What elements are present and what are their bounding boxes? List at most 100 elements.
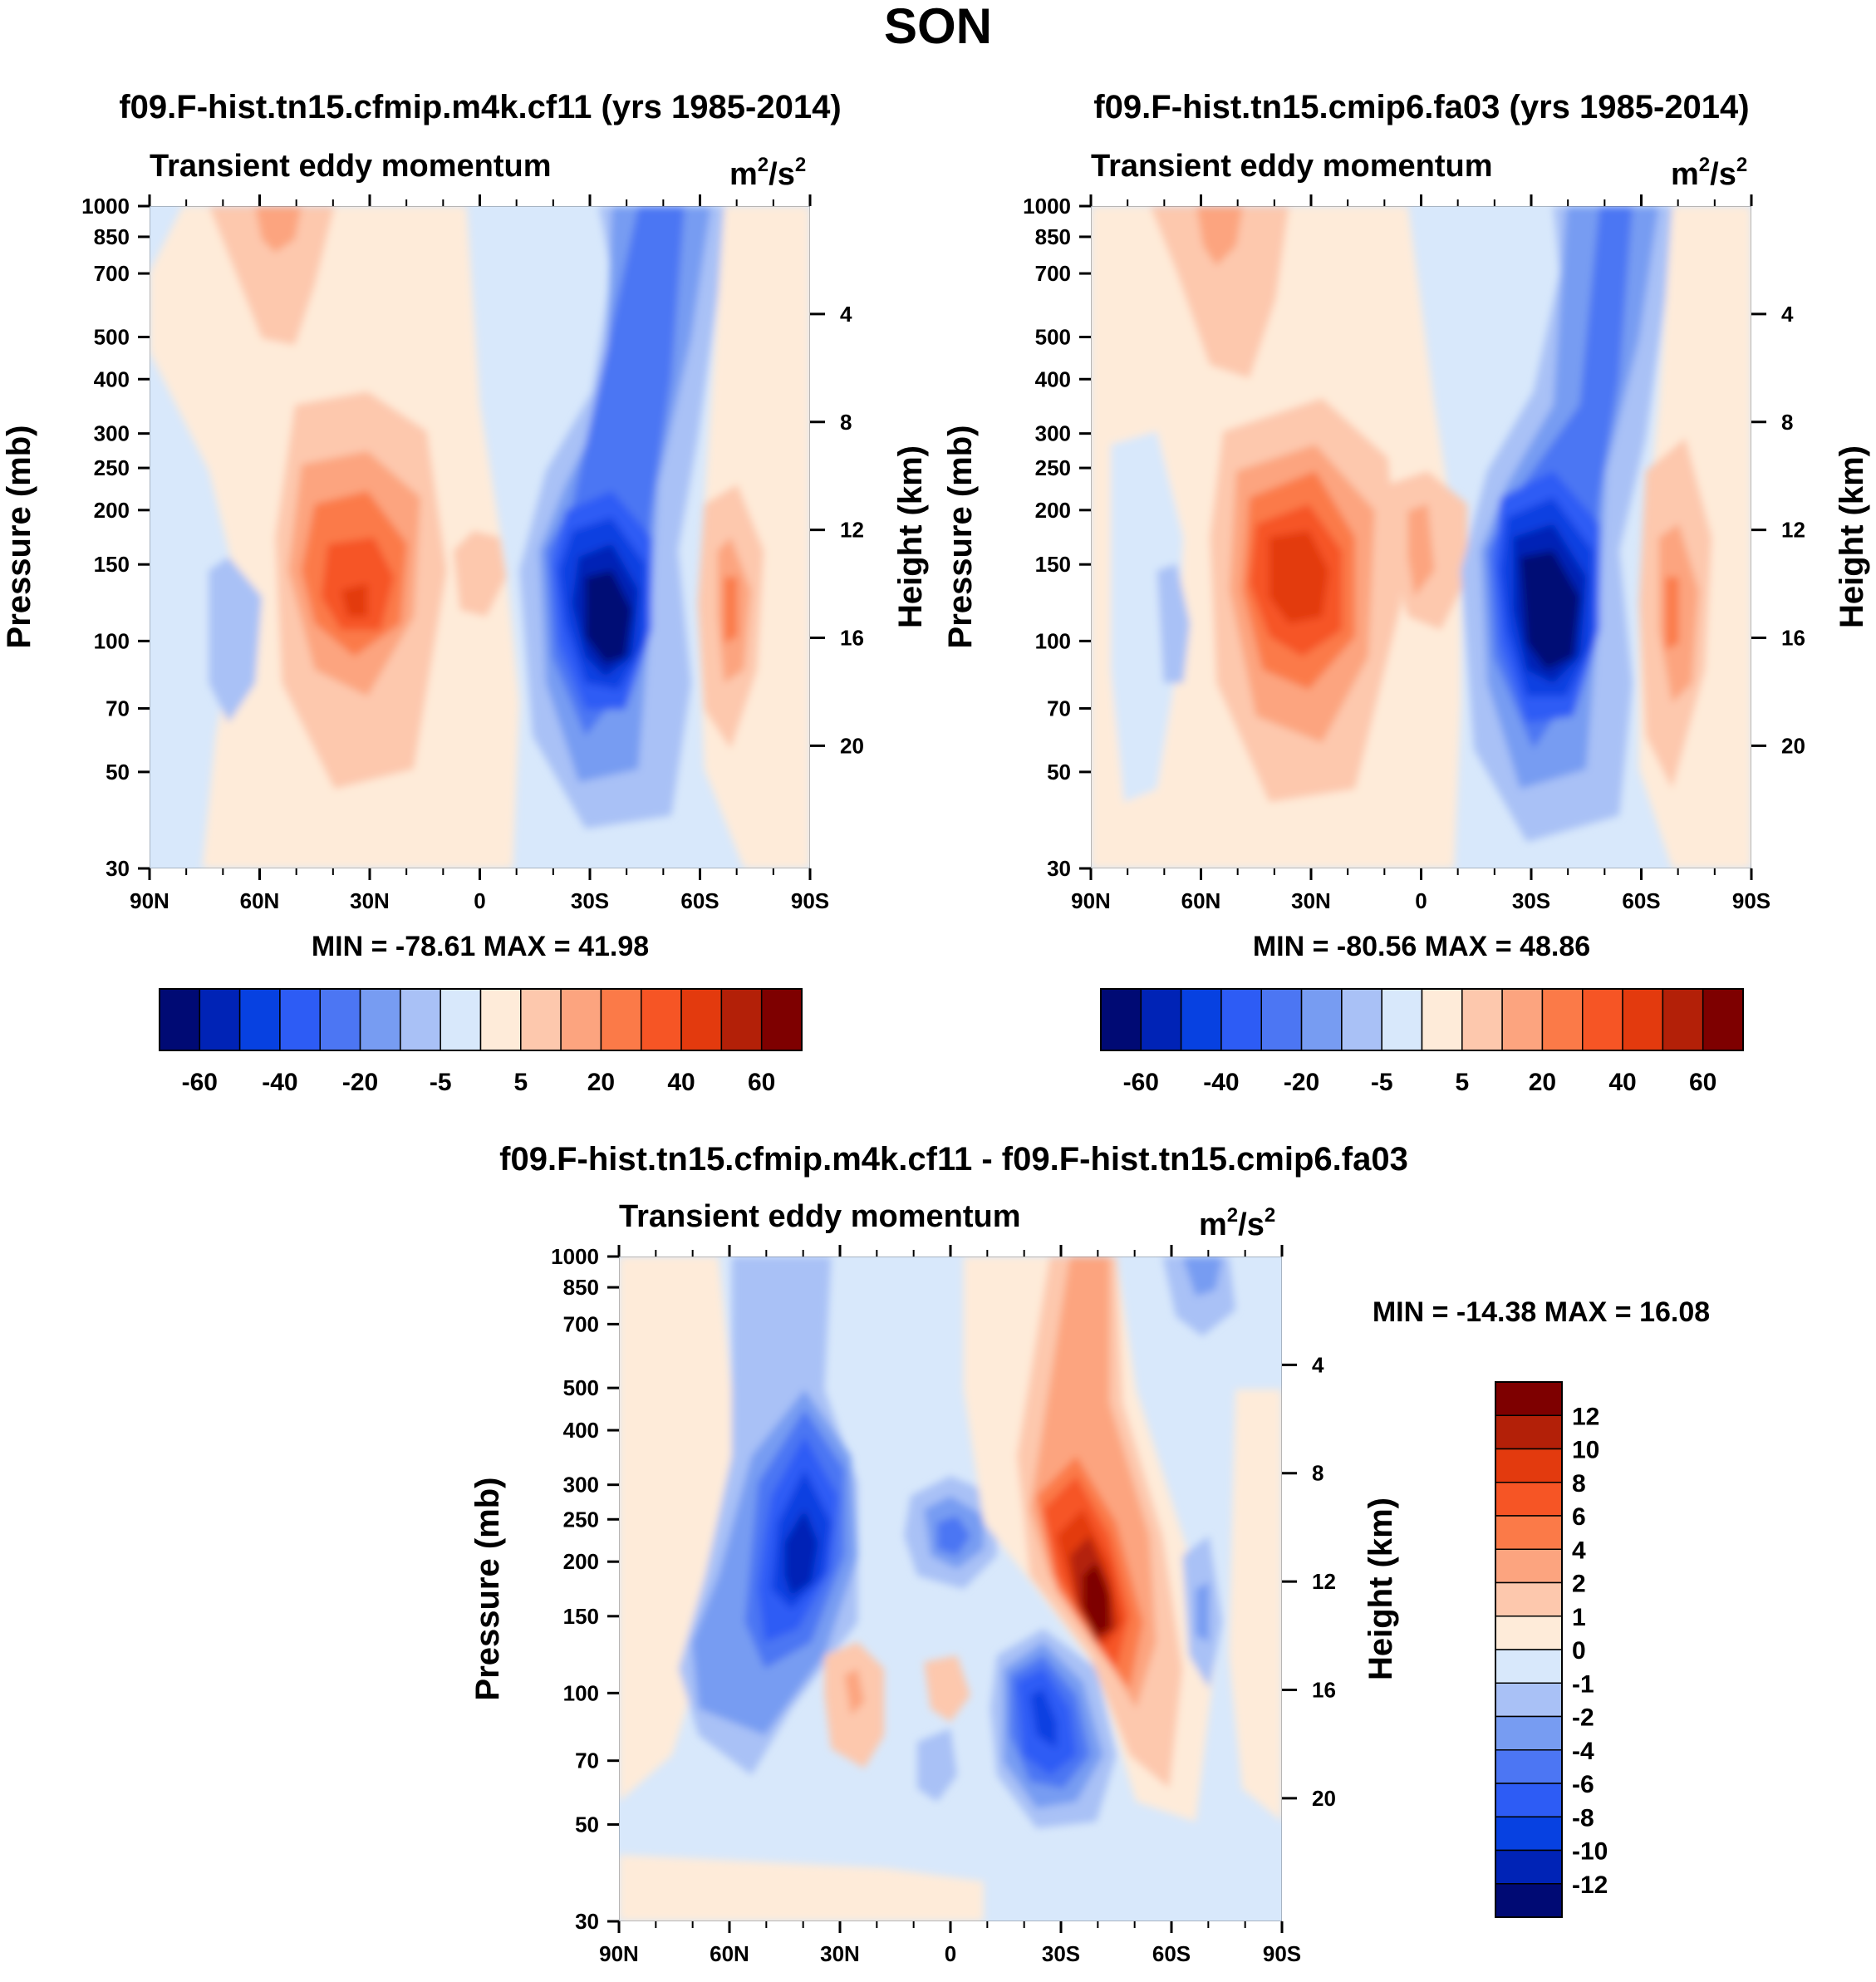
- panel-left-subtitle: Transient eddy momentum: [150, 149, 552, 184]
- colorbar-swatch: [1495, 1548, 1563, 1584]
- ytick-label: 1000: [81, 194, 130, 219]
- colorbar-swatch: [680, 988, 723, 1051]
- y2tick-label: 20: [840, 733, 864, 758]
- panel-diff-plot: [619, 1257, 1282, 1921]
- ytick-label: 150: [94, 552, 130, 577]
- ytick-label: 50: [1047, 760, 1071, 784]
- colorbar-frame: [1100, 988, 1744, 1051]
- xtick-label: 30S: [1042, 1941, 1080, 1966]
- colorbar-swatch: [560, 988, 602, 1051]
- colorbar-swatch: [400, 988, 441, 1051]
- colorbar-label: -5: [430, 1069, 452, 1096]
- contour-neg-nh: [1110, 430, 1184, 803]
- colorbar-swatch: [1381, 988, 1423, 1051]
- ytick-label: 70: [575, 1748, 599, 1773]
- colorbar-swatch: [1495, 1448, 1563, 1483]
- y2tick-label: 16: [1781, 626, 1805, 651]
- contour-pos-mid-2: [844, 1669, 865, 1715]
- colorbar-label: 60: [748, 1069, 775, 1096]
- colorbar-label: 40: [1608, 1069, 1636, 1096]
- panel-right-minmax: MIN = -80.56 MAX = 48.86: [1253, 931, 1590, 962]
- panel-right-ylabel: Pressure (mb): [942, 425, 979, 649]
- ytick-label: 1000: [551, 1244, 599, 1269]
- colorbar-label: 1: [1572, 1604, 1586, 1631]
- panel-diff-title: f09.F-hist.tn15.cfmip.m4k.cf11 - f09.F-h…: [499, 1141, 1408, 1178]
- colorbar-label: -1: [1572, 1670, 1594, 1698]
- figure-title: SON: [884, 0, 992, 54]
- colorbar-label: -10: [1572, 1838, 1608, 1866]
- colorbar-label: -5: [1371, 1069, 1393, 1096]
- contour-neg-eq-3: [937, 1516, 970, 1556]
- colorbar-swatch: [1495, 1783, 1563, 1817]
- ytick-label: 1000: [1023, 194, 1071, 219]
- colorbar-swatch: [760, 988, 803, 1051]
- colorbar-frame: [1495, 1381, 1563, 1918]
- ytick-label: 400: [563, 1418, 599, 1443]
- y2tick-label: 12: [1781, 518, 1805, 543]
- xtick-label: 90N: [599, 1941, 639, 1966]
- colorbar-label: 12: [1572, 1403, 1599, 1430]
- panel-left: f09.F-hist.tn15.cfmip.m4k.cf11 (yrs 1985…: [1, 89, 929, 1096]
- contour-pos-nh-jet-4: [321, 537, 395, 631]
- panel-left-y2label: Height (km): [892, 445, 929, 628]
- colorbar-frame: [159, 988, 803, 1051]
- contour-pos-eq-2: [1407, 504, 1435, 598]
- contour-pos-nh-outer: [619, 1257, 739, 1802]
- colorbar-swatch: [1260, 988, 1303, 1051]
- colorbar-swatch: [1495, 1816, 1563, 1852]
- ytick-label: 500: [94, 325, 130, 350]
- panel-left-colorbar: -60 -40 -20 -5 5 20 40 60: [159, 988, 803, 1096]
- ytick-label: 250: [94, 455, 130, 480]
- xtick-label: 0: [1415, 888, 1427, 913]
- ytick-label: 300: [563, 1473, 599, 1498]
- colorbar-label: -8: [1572, 1804, 1594, 1832]
- contour-neg-sh-6: [1520, 550, 1580, 670]
- panel-diff-minmax: MIN = -14.38 MAX = 16.08: [1373, 1296, 1710, 1328]
- contour-neg-nh-core: [1157, 563, 1191, 683]
- ytick-label: 30: [106, 856, 130, 881]
- contour-pos-nh-low: [619, 1855, 984, 1921]
- panel-difference: f09.F-hist.tn15.cfmip.m4k.cf11 - f09.F-h…: [469, 1141, 1710, 1966]
- ytick-label: 200: [1035, 498, 1071, 523]
- colorbar-swatch: [1495, 1682, 1563, 1718]
- ytick-label: 700: [94, 261, 130, 286]
- y2tick-label: 4: [1312, 1352, 1324, 1377]
- y2tick-label: 20: [1781, 733, 1805, 758]
- panel-right-subtitle: Transient eddy momentum: [1091, 149, 1493, 184]
- y2tick-label: 4: [840, 302, 852, 327]
- ytick-label: 850: [1035, 224, 1071, 249]
- xtick-label: 60S: [1152, 1941, 1191, 1966]
- ytick-label: 400: [1035, 366, 1071, 391]
- contour-pos-nh-upper: [1150, 206, 1289, 379]
- xtick-label: 0: [945, 1941, 956, 1966]
- contour-neg-nh: [209, 557, 263, 723]
- colorbar-label: -12: [1572, 1871, 1608, 1899]
- y2tick-label: 4: [1781, 302, 1794, 327]
- colorbar-label: 60: [1689, 1069, 1716, 1096]
- panel-left-units: m2/s2: [729, 154, 806, 192]
- xtick-label: 90N: [1071, 888, 1111, 913]
- panel-right-yticks: 30 50 70 100 150 200 250 300 400 500 700 850 1000 20 1…: [1023, 194, 1805, 913]
- ytick-label: 100: [1035, 628, 1071, 653]
- colorbar-swatch: [1622, 988, 1664, 1051]
- xtick-label: 90S: [791, 888, 829, 913]
- colorbar-swatch: [520, 988, 562, 1051]
- colorbar-swatch: [600, 988, 642, 1051]
- colorbar-swatch: [1180, 988, 1222, 1051]
- colorbar-swatch: [1495, 1581, 1563, 1617]
- colorbar-label: 20: [587, 1069, 615, 1096]
- contour-neg-nh-5: [784, 1509, 818, 1596]
- panel-left-ylabel: Pressure (mb): [1, 425, 37, 649]
- contour-neg-sh-5: [1029, 1689, 1057, 1748]
- colorbar-swatch: [641, 988, 682, 1051]
- panel-right-title: f09.F-hist.tn15.cmip6.fa03 (yrs 1985-201…: [1093, 89, 1749, 125]
- colorbar-swatch: [359, 988, 401, 1051]
- contour-pos-nh-jet-5: [341, 583, 368, 617]
- ytick-label: 700: [1035, 261, 1071, 286]
- panel-diff-subtitle: Transient eddy momentum: [619, 1199, 1021, 1234]
- xtick-label: 90N: [130, 888, 169, 913]
- colorbar-label: -60: [182, 1069, 218, 1096]
- colorbar-label: 6: [1572, 1503, 1586, 1531]
- contour-pos-sh-hl-3: [724, 577, 738, 644]
- colorbar-swatch: [1702, 988, 1744, 1051]
